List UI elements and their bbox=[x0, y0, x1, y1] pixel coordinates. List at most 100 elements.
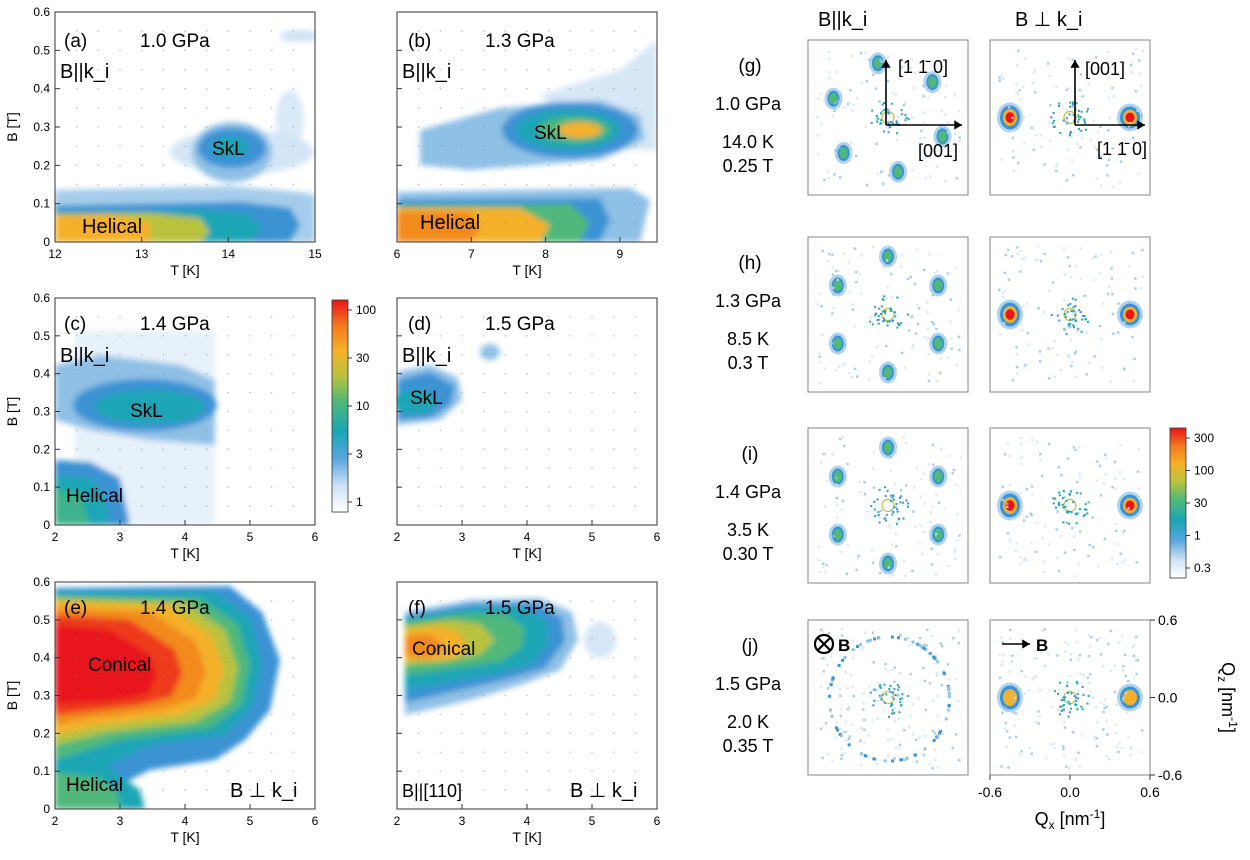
sans-pixel bbox=[928, 682, 932, 685]
sans-pixel bbox=[935, 672, 938, 675]
grid-dot bbox=[612, 713, 615, 716]
sans-pixel bbox=[1011, 517, 1014, 520]
sans-spot-peak bbox=[1125, 309, 1135, 320]
grid-dot bbox=[119, 68, 121, 71]
sans-ring-pixel bbox=[863, 754, 867, 758]
sans-pixel bbox=[1076, 120, 1079, 123]
sans-pixel bbox=[1080, 330, 1083, 333]
sans-ring-pixel bbox=[891, 759, 895, 763]
sans-pixel bbox=[1069, 302, 1072, 305]
sans-pixel bbox=[894, 506, 897, 509]
grid-dot bbox=[249, 183, 251, 186]
sans-pixel bbox=[883, 710, 886, 714]
sans-pixel bbox=[1121, 532, 1124, 535]
sans-pixel bbox=[883, 266, 886, 269]
sans-pixel bbox=[955, 538, 959, 542]
sans-ring-pixel bbox=[843, 655, 847, 659]
sans-pixel bbox=[1002, 295, 1005, 298]
sans-pixel bbox=[875, 762, 878, 766]
panel-a-field-label: B||k_i bbox=[60, 61, 109, 83]
sans-pixel bbox=[1012, 156, 1015, 159]
sans-pixel bbox=[1115, 542, 1119, 546]
panel-a-pressure: 1.0 GPa bbox=[140, 31, 210, 52]
sans-pixel bbox=[927, 379, 930, 383]
grid-dot bbox=[504, 751, 507, 754]
grid-dot bbox=[227, 619, 230, 621]
sans-pixel bbox=[1047, 347, 1050, 350]
grid-dot bbox=[547, 732, 550, 735]
grid-dot bbox=[140, 316, 143, 318]
grid-dot bbox=[184, 505, 186, 507]
grid-dot bbox=[270, 49, 273, 52]
sans-pixel bbox=[1114, 487, 1117, 490]
sans-row-pressure: 1.4 GPa bbox=[715, 482, 782, 502]
sans-pixel bbox=[878, 685, 881, 688]
sans-pixel bbox=[999, 513, 1002, 517]
grid-dot bbox=[162, 637, 165, 640]
sans-pixel bbox=[898, 746, 902, 750]
grid-dot bbox=[162, 335, 165, 337]
sans-noise bbox=[998, 244, 1145, 383]
sans-pixel bbox=[1056, 708, 1060, 712]
sans-pixel bbox=[835, 369, 838, 372]
sans-pixel bbox=[1038, 350, 1042, 353]
sans-pixel bbox=[869, 316, 873, 319]
grid-dot bbox=[461, 675, 463, 678]
x-tick-label: 5 bbox=[589, 530, 596, 544]
sans-pixel bbox=[1062, 506, 1065, 509]
sans-g-axes: [1 1̄ 0][001][001][1 1̄ 0] bbox=[881, 57, 1147, 161]
sans-pixel bbox=[1071, 58, 1074, 62]
sans-pixel bbox=[946, 356, 949, 359]
sans-pixel bbox=[1016, 252, 1019, 256]
sans-pixel bbox=[1043, 163, 1046, 166]
sans-spot-core bbox=[928, 76, 937, 88]
sans-pixel bbox=[1008, 736, 1012, 739]
grid-dot bbox=[634, 429, 637, 432]
sans-pixel bbox=[873, 699, 876, 702]
grid-dot bbox=[461, 372, 463, 375]
grid-dot bbox=[634, 222, 637, 224]
grid-dot bbox=[417, 486, 420, 488]
grid-dot bbox=[140, 429, 143, 432]
sans-spot-core bbox=[829, 93, 838, 105]
sans-pixel bbox=[1007, 454, 1011, 458]
y-tick-label: 0.4 bbox=[33, 82, 50, 96]
grid-dot bbox=[184, 619, 186, 621]
grid-dot bbox=[461, 694, 463, 697]
x-tick-label: 2 bbox=[52, 530, 59, 544]
sans-ring-pixel bbox=[834, 726, 838, 730]
grid-dot bbox=[140, 713, 143, 716]
sans-pixel bbox=[1068, 264, 1071, 268]
grid-dot bbox=[249, 372, 251, 375]
sans-pixel bbox=[822, 452, 826, 456]
sans-pixel bbox=[1136, 659, 1139, 662]
sans-pixel bbox=[1083, 315, 1086, 318]
grid-dot bbox=[482, 30, 485, 32]
grid-dot bbox=[97, 789, 100, 791]
sans-pixel bbox=[940, 448, 943, 451]
sans-pixel bbox=[851, 376, 854, 379]
sans-pixel bbox=[1087, 634, 1091, 637]
grid-dot bbox=[184, 164, 186, 167]
sans-pixel bbox=[871, 245, 875, 249]
grid-dot bbox=[119, 770, 121, 772]
sans-pixel bbox=[1028, 689, 1031, 692]
grid-dot bbox=[612, 49, 615, 52]
sans-pixel bbox=[1069, 130, 1072, 133]
sans-pixel bbox=[902, 435, 905, 439]
sans-pixel bbox=[1123, 559, 1127, 562]
sans-pixel bbox=[1072, 306, 1075, 309]
sans-pixel bbox=[866, 734, 870, 737]
grid-dot bbox=[547, 448, 550, 451]
grid-dot bbox=[184, 68, 186, 71]
sans-pixel bbox=[859, 51, 863, 55]
grid-dot bbox=[439, 751, 442, 754]
grid-dot bbox=[119, 183, 121, 186]
sans-pixel bbox=[889, 574, 892, 578]
sans-pixel bbox=[1081, 137, 1084, 140]
grid-dot bbox=[184, 49, 186, 52]
sans-pixel bbox=[1020, 329, 1024, 332]
grid-dot bbox=[526, 68, 528, 71]
grid-dot bbox=[205, 505, 208, 507]
grid-dot bbox=[97, 353, 100, 356]
